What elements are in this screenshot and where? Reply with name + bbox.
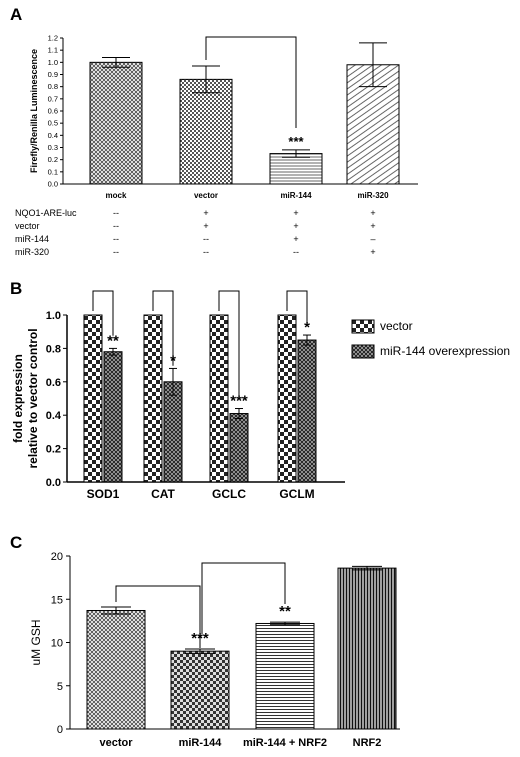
- y-axis-title-a: Firefly/Renilla Luminescence: [29, 49, 39, 173]
- legend-swatch-b: [351, 319, 375, 334]
- bar-b-vector-GCLC: [209, 314, 229, 483]
- comparison-bracket-b: [152, 290, 174, 366]
- y-tick-label-b: 1.0: [46, 310, 61, 322]
- y-tick-label-a: 0.5: [48, 119, 58, 128]
- x-tick-label-c: vector: [99, 737, 133, 749]
- y-tick-label-a: 1.1: [48, 46, 58, 55]
- comparison-bracket-c: [115, 585, 201, 648]
- comparison-bracket-c: [201, 562, 286, 634]
- significance-b: *: [304, 319, 310, 336]
- condition-cell: +: [370, 221, 375, 231]
- y-tick-label-a: 0.8: [48, 82, 58, 91]
- y-tick-label-a: 0.1: [48, 167, 58, 176]
- condition-cell: +: [203, 221, 208, 231]
- x-tick-label-c: miR-144 + NRF2: [243, 737, 327, 749]
- panel-label-b: B: [10, 279, 22, 298]
- y-tick-label-c: 0: [57, 724, 63, 736]
- condition-cell: --: [113, 221, 119, 231]
- bar-a-vector: [179, 78, 233, 185]
- x-tick-label-a: miR-144: [280, 191, 312, 200]
- x-tick-label-b: GCLC: [212, 487, 246, 501]
- y-tick-label-a: 1.0: [48, 58, 58, 67]
- bar-c-miR-144: [170, 650, 230, 730]
- y-tick-label-a: 0.3: [48, 143, 58, 152]
- condition-cell: +: [293, 234, 298, 244]
- condition-cell: --: [113, 247, 119, 257]
- comparison-bracket-b: [218, 290, 240, 398]
- bar-b-vector-CAT: [143, 314, 163, 483]
- y-axis-title-b: fold expressionrelative to vector contro…: [11, 328, 40, 468]
- bar-b-mir144-GCLC: [229, 413, 249, 483]
- y-tick-label-c: 15: [51, 594, 63, 606]
- y-tick-label-a: 0.6: [48, 107, 58, 116]
- y-tick-label-b: 0.0: [46, 477, 61, 489]
- condition-row-label: vector: [15, 221, 40, 231]
- condition-cell: +: [370, 247, 375, 257]
- y-tick-label-a: 0.4: [48, 131, 58, 140]
- comparison-bracket-a: [205, 36, 297, 128]
- significance-a: ***: [288, 134, 304, 149]
- x-tick-label-a: mock: [106, 191, 127, 200]
- condition-row-label: NQO1-ARE-luc: [15, 208, 77, 218]
- legend-label-b: vector: [380, 319, 413, 333]
- condition-cell: --: [293, 247, 299, 257]
- legend-label-b: miR-144 overexpression: [380, 344, 510, 358]
- bar-a-miR-144: [269, 153, 323, 185]
- condition-row-label: miR-320: [15, 247, 49, 257]
- bar-c-miR-144 + NRF2: [255, 622, 315, 730]
- condition-cell: +: [293, 221, 298, 231]
- bar-b-vector-GCLM: [277, 314, 297, 483]
- condition-row-label: miR-144: [15, 234, 49, 244]
- y-tick-label-a: 0.9: [48, 70, 58, 79]
- condition-cell: --: [203, 234, 209, 244]
- significance-b: **: [107, 332, 119, 349]
- x-tick-label-b: SOD1: [87, 487, 120, 501]
- condition-cell: +: [203, 208, 208, 218]
- y-axis-title-c: uM GSH: [29, 619, 43, 665]
- bar-b-mir144-CAT: [163, 381, 183, 483]
- condition-cell: --: [113, 234, 119, 244]
- y-tick-label-b: 0.2: [46, 444, 61, 456]
- y-axis-title-line-b: relative to vector control: [26, 328, 40, 468]
- y-tick-label-c: 20: [51, 551, 63, 563]
- y-tick-label-c: 10: [51, 638, 63, 650]
- bar-b-mir144-SOD1: [103, 351, 123, 483]
- y-tick-label-a: 0.7: [48, 94, 58, 103]
- y-tick-label-b: 0.4: [46, 410, 62, 422]
- bar-b-vector-SOD1: [83, 314, 103, 483]
- chart-b: 0.0 0.2 0.4 0.6 0.8 1.0 fold expressionrelativ…: [11, 290, 510, 501]
- x-tick-label-c: NRF2: [353, 737, 382, 749]
- comparison-bracket-b: [286, 290, 308, 325]
- bar-c-NRF2: [337, 567, 397, 730]
- condition-cell: --: [203, 247, 209, 257]
- y-tick-label-b: 0.8: [46, 343, 61, 355]
- bar-a-mock: [89, 61, 143, 185]
- x-tick-label-b: CAT: [151, 487, 175, 501]
- panel-label-c: C: [10, 533, 22, 552]
- condition-cell: +: [370, 208, 375, 218]
- y-tick-label-a: 0.0: [48, 180, 58, 189]
- y-tick-label-a: 1.2: [48, 34, 58, 43]
- y-tick-label-b: 0.6: [46, 377, 61, 389]
- y-tick-label-c: 5: [57, 681, 63, 693]
- significance-b: ***: [230, 393, 248, 410]
- bar-b-mir144-GCLM: [297, 339, 317, 483]
- chart-a: 0.0 0.1 0.2 0.3 0.4 0.5 0.6 0.7 0.8 0.9 1.0 1.1 1.2 F…: [15, 34, 418, 257]
- x-tick-label-a: miR-320: [357, 191, 389, 200]
- condition-cell: +: [293, 208, 298, 218]
- y-axis-title-line-b: fold expression: [11, 354, 25, 443]
- y-tick-label-a: 0.2: [48, 155, 58, 164]
- panel-label-a: A: [10, 5, 22, 24]
- x-tick-label-c: miR-144: [179, 737, 223, 749]
- condition-cell: --: [113, 208, 119, 218]
- legend-swatch-b: [351, 344, 375, 359]
- x-tick-label-a: vector: [194, 191, 218, 200]
- condition-cell: –: [370, 234, 375, 244]
- significance-c: **: [279, 603, 291, 620]
- x-tick-label-b: GCLM: [279, 487, 314, 501]
- bar-c-vector: [86, 609, 146, 730]
- comparison-bracket-b: [92, 290, 114, 336]
